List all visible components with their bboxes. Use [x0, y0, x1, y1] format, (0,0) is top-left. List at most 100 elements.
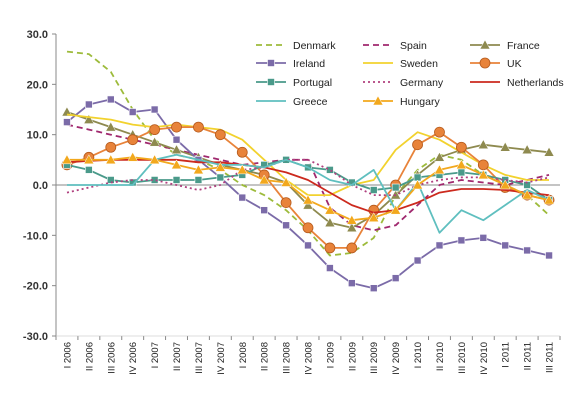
series-hungary-marker	[346, 214, 358, 225]
series-portugal-marker	[85, 166, 93, 174]
series-portugal-marker	[457, 168, 466, 177]
series-uk-marker	[324, 242, 336, 254]
y-tick-label: -30.0	[23, 331, 48, 343]
series-hungary-marker	[127, 151, 139, 162]
legend-label-france: France	[507, 40, 540, 52]
legend-item-netherlands: Netherlands	[470, 77, 564, 89]
series-ireland-marker	[545, 251, 553, 260]
x-tick-label: I 2009	[325, 342, 336, 368]
series-hungary-marker	[434, 164, 445, 175]
series-hungary-marker	[302, 194, 314, 205]
legend-item-greece: Greece	[256, 96, 328, 108]
legend-uk-marker	[479, 57, 491, 69]
series-sweden	[66, 113, 549, 197]
series-ireland-marker	[238, 193, 247, 202]
legend-label-ireland: Ireland	[293, 58, 325, 70]
legend-item-sweden: Sweden	[363, 58, 438, 70]
series-portugal-marker	[391, 183, 400, 192]
series-uk-marker	[149, 124, 161, 136]
series-ireland-marker	[172, 135, 181, 144]
series-uk-marker	[127, 134, 139, 146]
legend-label-netherlands: Netherlands	[507, 77, 564, 89]
series-ireland-marker	[369, 284, 378, 292]
series-france-marker	[105, 121, 117, 132]
series-france-marker	[61, 106, 73, 117]
y-tick-label: 20.0	[27, 79, 48, 91]
legend-label-greece: Greece	[293, 96, 328, 108]
series-france-marker	[302, 199, 314, 210]
series-hungary-marker	[499, 179, 511, 190]
series-ireland-marker	[435, 241, 444, 250]
x-tick-label: I 2010	[413, 342, 424, 368]
series-hungary-marker	[368, 212, 380, 222]
series-france-marker	[521, 144, 533, 155]
legend-label-portugal: Portugal	[293, 77, 332, 89]
series-ireland-marker	[391, 274, 400, 282]
legend-item-denmark: Denmark	[256, 40, 336, 52]
series-hungary-marker	[543, 194, 555, 205]
x-tick-label: I 2007	[150, 342, 161, 368]
series-hungary-marker	[390, 204, 402, 215]
series-line-sweden	[66, 113, 549, 197]
x-tick-label: III 2007	[194, 342, 205, 374]
series-uk-marker	[477, 159, 489, 171]
series-ireland-marker	[326, 264, 334, 272]
series-hungary-marker	[83, 154, 95, 165]
series-hungary-marker	[61, 154, 73, 165]
x-tick-label: I 2008	[238, 342, 249, 368]
series-hungary-marker	[214, 161, 226, 172]
legend-portugal-marker	[267, 78, 275, 86]
legend: Denmark Spain France Ireland Sweden UK Portuga…	[256, 39, 564, 108]
legend-item-france: France	[470, 39, 540, 52]
series-ireland-marker	[501, 241, 510, 250]
x-tick-label: IV 2008	[304, 342, 315, 375]
series-ireland-marker	[304, 241, 312, 250]
series-uk	[61, 121, 555, 254]
series-line-ireland	[66, 98, 550, 290]
legend-label-germany: Germany	[400, 77, 444, 89]
legend-item-germany: Germany	[363, 77, 444, 89]
legend-item-uk: UK	[470, 57, 522, 70]
series-hungary-marker	[412, 179, 423, 190]
x-tick-label: III 2009	[369, 342, 380, 374]
legend-label-hungary: Hungary	[400, 96, 440, 108]
y-tick-label: 30.0	[27, 29, 48, 41]
series-hungary-marker	[521, 189, 533, 200]
x-tick-label: II 2007	[172, 342, 183, 371]
series-uk-marker	[214, 129, 226, 141]
series-france-marker	[149, 136, 161, 147]
x-tick-label: IV 2007	[216, 342, 227, 375]
series-hungary-marker	[105, 154, 117, 165]
series-ireland-marker	[348, 279, 356, 287]
series-germany	[66, 158, 550, 197]
x-tick-label: IV 2009	[391, 342, 402, 375]
x-tick-label: II 2011	[523, 342, 534, 370]
series-portugal-marker	[106, 176, 115, 184]
series-portugal-marker	[326, 166, 334, 174]
series-hungary	[61, 151, 555, 225]
series-uk-marker	[171, 121, 182, 133]
series-ireland-marker	[63, 118, 71, 126]
series-ireland-marker	[413, 256, 422, 265]
series-hungary-marker	[455, 159, 467, 170]
legend-hungary-marker	[372, 95, 384, 106]
series-hungary-marker	[280, 176, 292, 187]
x-tick-label: I 2011	[501, 342, 512, 368]
series-line-germany	[66, 158, 550, 197]
series-ireland-marker	[479, 234, 488, 242]
y-tick-label: -10.0	[23, 230, 48, 242]
series-france-marker	[477, 139, 489, 149]
legend-item-ireland: Ireland	[256, 58, 325, 70]
series-hungary-marker	[171, 159, 182, 170]
legend-item-hungary: Hungary	[363, 95, 440, 108]
series-greece	[67, 153, 550, 234]
series-portugal-marker	[523, 181, 531, 189]
series-hungary-marker	[258, 174, 270, 185]
series-portugal-marker	[194, 176, 203, 184]
x-tick-label: II 2010	[435, 342, 446, 371]
series-uk-marker	[346, 242, 358, 254]
x-tick-label: II 2006	[84, 342, 95, 371]
x-tick-label: IV 2010	[479, 342, 490, 375]
series-ireland-marker	[85, 100, 93, 109]
